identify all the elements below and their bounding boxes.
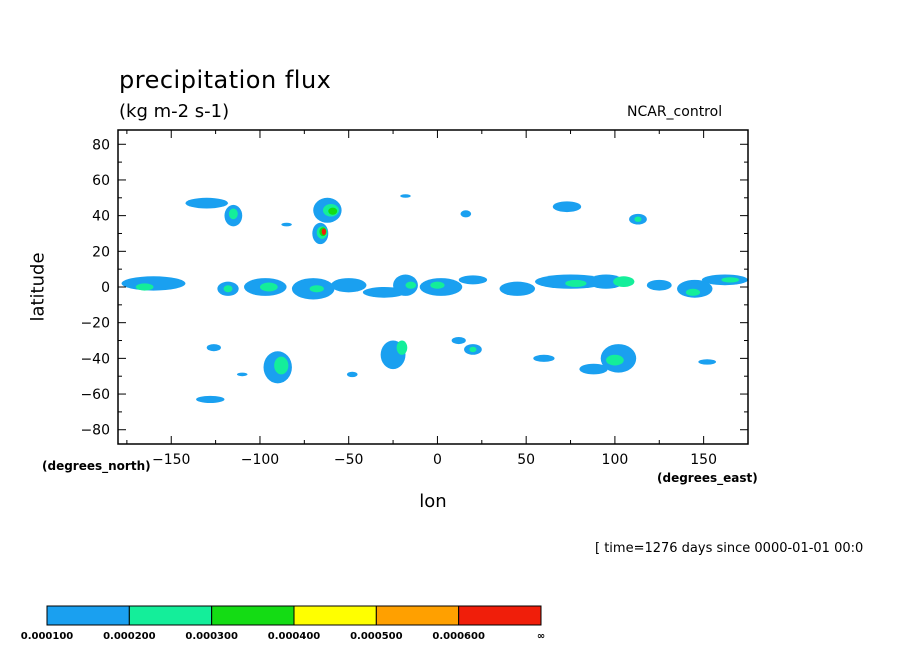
x-tick-label: −50 <box>334 452 364 468</box>
x-tick-label: 50 <box>517 452 535 468</box>
axis-tick-labels: −150 −100 −50 0 50 100 150 80 60 40 20 0 −20 −40 −60 −8… <box>80 137 717 468</box>
y-axis-units: (degrees_north) <box>42 459 151 473</box>
axis-ticks <box>118 130 749 444</box>
contour-region <box>328 207 338 215</box>
contour-region <box>405 281 417 289</box>
contour-region <box>698 359 717 365</box>
contour-region <box>393 274 418 296</box>
contour-region <box>579 363 608 375</box>
dataset-name: NCAR_control <box>627 104 723 120</box>
contour-region <box>346 371 358 378</box>
contour-region <box>565 279 587 287</box>
colorbar-label: 0.000200 <box>103 631 156 642</box>
contour-region <box>552 201 582 213</box>
contour-region <box>458 275 488 285</box>
x-axis-label: lon <box>419 491 447 512</box>
colorbar-label: 0.000600 <box>432 631 485 642</box>
x-tick-label: −150 <box>152 452 190 468</box>
y-tick-label: 40 <box>92 209 110 225</box>
contour-fill-layer <box>121 194 748 403</box>
chart-units: (kg m-2 s-1) <box>119 101 230 122</box>
contour-region <box>685 288 701 296</box>
x-axis-units: (degrees_east) <box>657 471 758 485</box>
x-tick-label: 150 <box>690 452 717 468</box>
contour-region <box>121 276 186 291</box>
contour-region <box>469 346 477 353</box>
y-tick-label: −20 <box>80 316 110 332</box>
colorbar-swatch <box>375 605 460 626</box>
contour-region <box>677 279 713 298</box>
colorbar-swatch <box>46 605 130 626</box>
contour-region <box>228 208 238 220</box>
contour-region <box>259 282 278 292</box>
contour-region <box>281 222 292 227</box>
contour-region <box>196 395 225 403</box>
colorbar: 0.000100 0.000200 0.000300 0.000400 0.000500… <box>21 605 545 642</box>
colorbar-swatch <box>293 605 377 626</box>
colorbar-label: 0.000100 <box>21 631 74 642</box>
contour-region <box>634 216 642 222</box>
y-tick-label: −60 <box>80 387 110 403</box>
contour-region <box>321 228 326 235</box>
contour-region <box>613 276 635 288</box>
colorbar-label: 0.000400 <box>268 631 321 642</box>
x-tick-label: 0 <box>433 452 442 468</box>
contour-region <box>223 285 233 293</box>
colorbar-swatch <box>128 605 213 626</box>
y-tick-label: −80 <box>80 423 110 439</box>
colorbar-swatch <box>458 605 542 626</box>
colorbar-label: 0.000500 <box>350 631 403 642</box>
colorbar-swatch <box>211 605 295 626</box>
time-info: [ time=1276 days since 0000-01-01 00:0 <box>595 541 864 556</box>
y-tick-label: −40 <box>80 351 110 367</box>
chart-title: precipitation flux <box>119 66 332 94</box>
y-tick-label: 60 <box>92 173 110 189</box>
contour-region <box>533 354 555 362</box>
contour-region <box>460 210 472 218</box>
y-axis-label: latitude <box>27 252 49 322</box>
contour-region <box>646 279 672 291</box>
contour-region <box>236 372 248 377</box>
x-tick-label: −100 <box>241 452 279 468</box>
y-tick-label: 80 <box>92 137 110 153</box>
y-tick-label: 0 <box>101 280 110 296</box>
contour-region <box>274 356 289 375</box>
contour-region <box>430 281 445 289</box>
contour-region <box>721 277 740 283</box>
contour-region <box>588 274 624 289</box>
contour-region <box>499 281 536 296</box>
contour-region <box>400 194 411 198</box>
contour-region <box>135 283 154 291</box>
x-tick-label: 100 <box>602 452 629 468</box>
contour-region <box>451 336 466 345</box>
contour-region <box>606 354 624 366</box>
contour-region <box>396 340 408 355</box>
colorbar-label: ∞ <box>537 631 545 642</box>
contour-region <box>206 344 221 352</box>
contour-region <box>330 278 367 293</box>
contour-region <box>309 285 324 293</box>
colorbar-label: 0.000300 <box>185 631 238 642</box>
y-tick-label: 20 <box>92 244 110 260</box>
contour-region <box>185 197 229 209</box>
